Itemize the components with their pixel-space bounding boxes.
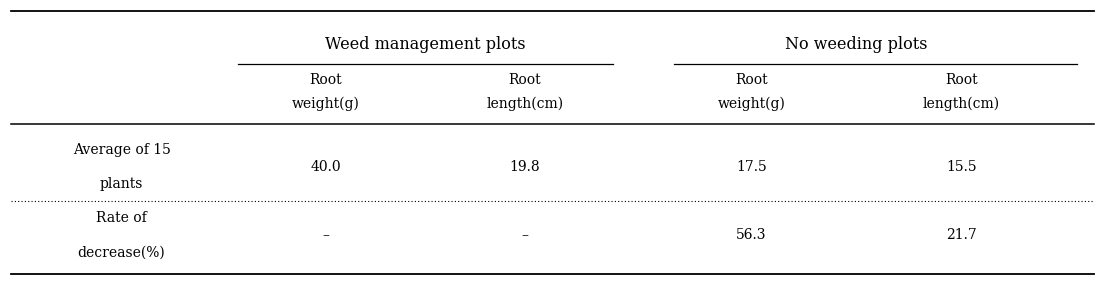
Text: Average of 15: Average of 15	[73, 142, 170, 157]
Text: –: –	[522, 228, 528, 242]
Text: Rate of: Rate of	[96, 211, 147, 225]
Text: plants: plants	[99, 177, 144, 191]
Text: 56.3: 56.3	[736, 228, 767, 242]
Text: length(cm): length(cm)	[923, 97, 1000, 111]
Text: 17.5: 17.5	[736, 160, 767, 174]
Text: 15.5: 15.5	[946, 160, 977, 174]
Text: No weeding plots: No weeding plots	[786, 36, 927, 53]
Text: weight(g): weight(g)	[292, 97, 360, 111]
Text: Root: Root	[508, 73, 541, 87]
Text: 21.7: 21.7	[946, 228, 977, 242]
Text: –: –	[323, 228, 329, 242]
Text: weight(g): weight(g)	[717, 97, 786, 111]
Text: decrease(%): decrease(%)	[77, 245, 166, 259]
Text: length(cm): length(cm)	[486, 97, 564, 111]
Text: 40.0: 40.0	[311, 160, 341, 174]
Text: Root: Root	[309, 73, 343, 87]
Text: Root: Root	[735, 73, 768, 87]
Text: Root: Root	[945, 73, 978, 87]
Text: 19.8: 19.8	[509, 160, 540, 174]
Text: Weed management plots: Weed management plots	[325, 36, 526, 53]
